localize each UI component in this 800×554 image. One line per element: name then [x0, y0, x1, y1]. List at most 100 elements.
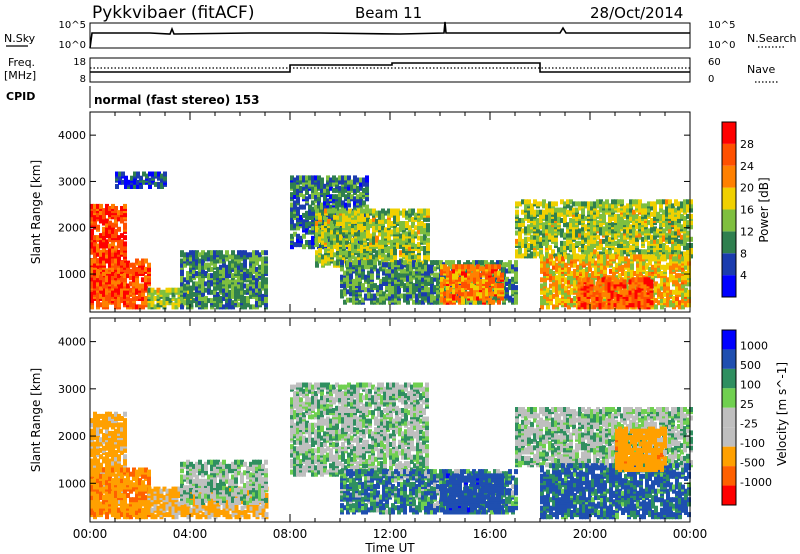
scatter-cell — [582, 254, 586, 260]
scatter-cell — [102, 231, 106, 236]
scatter-cell — [90, 272, 94, 278]
scatter-cell — [403, 293, 407, 299]
scatter-cell — [536, 218, 540, 223]
scatter-cell — [105, 243, 109, 249]
scatter-cell — [315, 208, 319, 214]
scatter-cell — [617, 199, 621, 205]
scatter-cell — [573, 262, 577, 268]
scatter-cell — [570, 298, 574, 304]
scatter-cell — [515, 249, 519, 255]
scatter-cell — [120, 266, 124, 272]
scatter-cell — [515, 238, 519, 244]
scatter-cell — [521, 238, 525, 244]
scatter-cell — [308, 194, 312, 200]
scatter-cell — [408, 246, 412, 251]
scatter-cell — [314, 194, 318, 200]
scatter-cell — [305, 221, 309, 227]
scatter-cell — [417, 235, 421, 241]
scatter-cell — [647, 207, 651, 213]
scatter-cell — [418, 299, 422, 305]
scatter-cell — [546, 304, 550, 310]
scatter-cell — [219, 302, 223, 308]
scatter-cell — [623, 211, 627, 217]
scatter-cell — [117, 249, 121, 255]
scatter-cell — [123, 203, 127, 209]
scatter-cell — [575, 201, 579, 207]
scatter-cell — [596, 209, 600, 215]
scatter-cell — [335, 202, 339, 208]
scatter-cell — [391, 272, 395, 278]
scatter-cell — [545, 203, 549, 209]
scatter-cell — [349, 287, 353, 293]
scatter-cell — [545, 228, 549, 234]
scatter-cell — [293, 242, 297, 248]
scatter-cell — [555, 279, 559, 285]
scatter-cell — [120, 274, 124, 280]
scatter-cell — [505, 293, 509, 299]
scatter-cell — [216, 258, 220, 264]
scatter-cell — [677, 238, 681, 244]
scatter-cell — [584, 215, 588, 221]
scatter-cell — [590, 251, 594, 257]
scatter-cell — [590, 213, 594, 219]
scatter-cell — [252, 291, 256, 297]
scatter-cell — [605, 240, 609, 246]
scatter-cell — [686, 199, 690, 205]
scatter-cell — [93, 203, 97, 209]
scatter-cell — [635, 224, 639, 230]
scatter-cell — [406, 287, 410, 293]
scatter-cell — [311, 240, 315, 245]
scatter-cell — [105, 293, 109, 299]
scatter-cell — [552, 264, 556, 270]
scatter-cell — [423, 254, 427, 260]
scatter-cell — [518, 218, 522, 223]
scatter-cell — [375, 218, 379, 224]
scatter-cell — [423, 223, 427, 229]
scatter-cell — [689, 199, 693, 205]
scatter-cell — [543, 260, 547, 266]
scatter-cell — [545, 240, 549, 246]
scatter-cell — [662, 247, 666, 253]
scatter-cell — [296, 242, 300, 248]
scatter-cell — [605, 199, 609, 205]
scatter-cell — [570, 254, 574, 260]
scatter-cell — [502, 268, 506, 274]
scatter-cell — [183, 252, 187, 258]
scatter-cell — [560, 232, 564, 238]
scatter-cell — [605, 236, 609, 242]
scatter-cell — [219, 296, 223, 301]
scatter-cell — [552, 271, 556, 276]
scatter-cell — [121, 171, 125, 177]
scatter-cell — [546, 258, 550, 264]
scatter-cell — [364, 293, 368, 299]
scatter-cell — [656, 238, 660, 244]
scatter-cell — [258, 264, 262, 270]
scatter-cell — [411, 233, 415, 239]
scatter-cell — [174, 287, 179, 293]
scatter-cell — [430, 264, 434, 270]
scatter-cell — [264, 287, 268, 293]
scatter-cell — [90, 228, 94, 234]
scatter-cell — [545, 253, 549, 259]
scatter-cell — [336, 210, 340, 216]
scatter-cell — [645, 271, 649, 276]
scatter-cell — [505, 281, 509, 286]
scatter-cell — [617, 222, 621, 228]
scatter-cell — [332, 187, 336, 193]
scatter-cell — [361, 283, 365, 289]
scatter-cell — [240, 262, 244, 268]
scatter-cell — [370, 260, 374, 266]
scatter-cell — [514, 276, 518, 282]
scatter-cell — [648, 271, 652, 276]
scatter-cell — [467, 264, 471, 270]
scatter-cell — [225, 250, 229, 256]
scatter-cell — [683, 222, 687, 228]
scatter-cell — [563, 209, 567, 215]
scatter-cell — [153, 296, 158, 301]
scatter-cell — [231, 304, 235, 310]
scatter-cell — [593, 249, 597, 255]
scatter-cell — [599, 213, 603, 219]
scatter-cell — [420, 235, 424, 241]
scatter-cell — [373, 260, 377, 266]
scatter-cell — [485, 264, 489, 270]
